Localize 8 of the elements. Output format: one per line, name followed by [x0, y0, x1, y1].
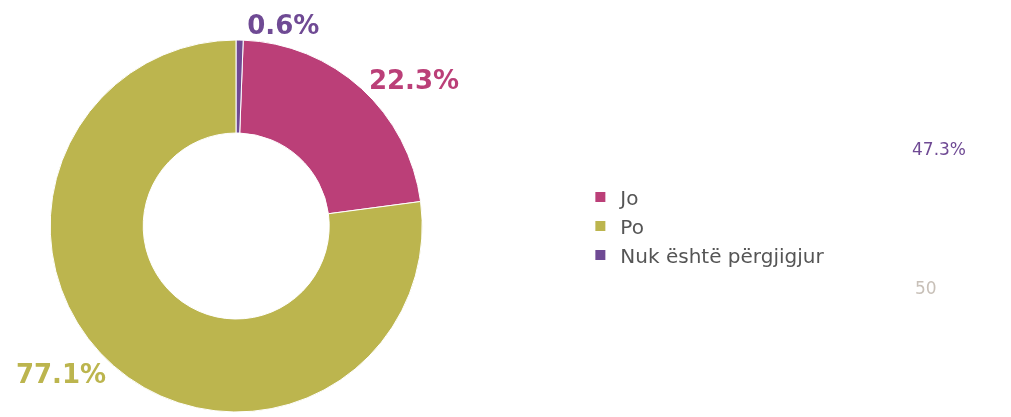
- data-label: 0.6%: [247, 10, 320, 41]
- legend-label: Jo: [618, 185, 639, 210]
- text: 47.3%: [912, 139, 967, 159]
- text: 50: [915, 278, 937, 298]
- legend-label: Nuk është përgjigjur: [620, 243, 825, 268]
- data-label: 77.1%: [15, 359, 107, 390]
- data-label: 22.3%: [368, 65, 460, 96]
- legend-label: Po: [620, 214, 644, 239]
